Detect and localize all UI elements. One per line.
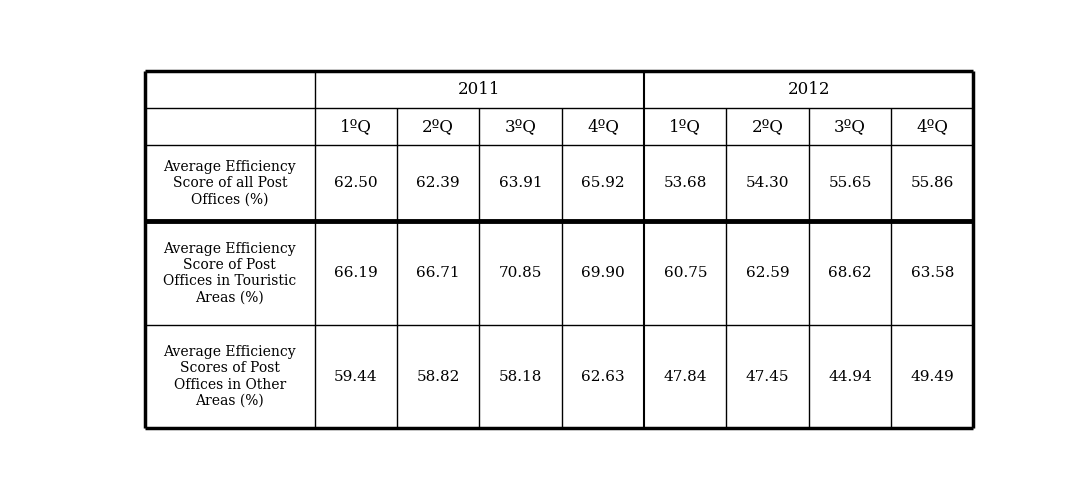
Text: Average Efficiency
Score of all Post
Offices (%): Average Efficiency Score of all Post Off… [164, 160, 296, 206]
Text: 2012: 2012 [788, 81, 830, 98]
Text: 47.45: 47.45 [746, 370, 790, 383]
Text: Average Efficiency
Score of Post
Offices in Touristic
Areas (%): Average Efficiency Score of Post Offices… [164, 242, 297, 304]
Text: 4ºQ: 4ºQ [916, 118, 948, 135]
Text: 66.19: 66.19 [334, 266, 377, 280]
Text: 62.63: 62.63 [582, 370, 625, 383]
Text: 68.62: 68.62 [828, 266, 872, 280]
Text: 1ºQ: 1ºQ [340, 118, 372, 135]
Text: 55.65: 55.65 [828, 176, 872, 190]
Text: 53.68: 53.68 [663, 176, 707, 190]
Text: 55.86: 55.86 [911, 176, 954, 190]
Text: 58.82: 58.82 [417, 370, 460, 383]
Text: 63.91: 63.91 [499, 176, 542, 190]
Text: 65.92: 65.92 [582, 176, 625, 190]
Text: 2ºQ: 2ºQ [422, 118, 454, 135]
Text: 62.50: 62.50 [334, 176, 377, 190]
Text: 2ºQ: 2ºQ [752, 118, 783, 135]
Text: 66.71: 66.71 [417, 266, 460, 280]
Text: 69.90: 69.90 [582, 266, 625, 280]
Text: 3ºQ: 3ºQ [505, 118, 537, 135]
Text: Average Efficiency
Scores of Post
Offices in Other
Areas (%): Average Efficiency Scores of Post Office… [164, 345, 296, 408]
Text: 49.49: 49.49 [910, 370, 955, 383]
Text: 62.39: 62.39 [417, 176, 460, 190]
Text: 4ºQ: 4ºQ [587, 118, 619, 135]
Text: 3ºQ: 3ºQ [834, 118, 866, 135]
Text: 62.59: 62.59 [746, 266, 790, 280]
Text: 47.84: 47.84 [663, 370, 707, 383]
Text: 58.18: 58.18 [499, 370, 542, 383]
Text: 70.85: 70.85 [499, 266, 542, 280]
Text: 2011: 2011 [458, 81, 501, 98]
Text: 54.30: 54.30 [746, 176, 790, 190]
Text: 63.58: 63.58 [911, 266, 954, 280]
Text: 59.44: 59.44 [334, 370, 377, 383]
Text: 1ºQ: 1ºQ [669, 118, 702, 135]
Text: 60.75: 60.75 [663, 266, 707, 280]
Text: 44.94: 44.94 [828, 370, 872, 383]
